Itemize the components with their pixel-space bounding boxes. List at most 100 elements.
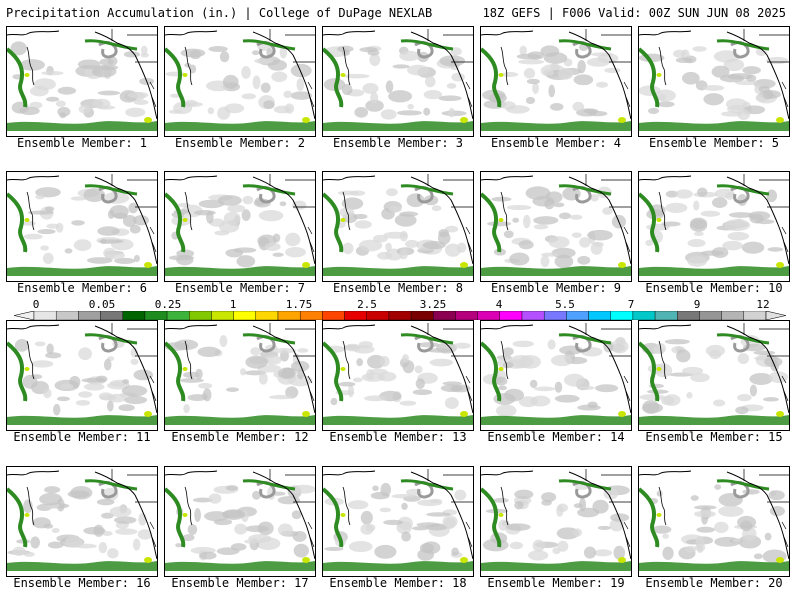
map-panel	[322, 171, 474, 282]
colorbar-segment	[55, 311, 79, 320]
precipitation-map	[323, 29, 473, 131]
colorbar-segment	[299, 311, 323, 320]
colorbar-segment	[699, 311, 722, 320]
precipitation-map	[165, 29, 315, 131]
colorbar-segment	[166, 311, 190, 320]
colorbar-segment	[410, 311, 434, 320]
precipitation-map	[165, 323, 315, 425]
ensemble-member-label: Ensemble Member: 9	[490, 281, 622, 295]
map-panel	[322, 26, 474, 137]
colorbar-high-arrow	[765, 311, 786, 320]
map-panel	[164, 320, 316, 431]
ensemble-member-label: Ensemble Member: 19	[487, 576, 625, 590]
precipitation-map	[481, 29, 631, 131]
map-panel	[164, 26, 316, 137]
ensemble-member-label: Ensemble Member: 11	[13, 430, 151, 444]
map-panel	[480, 26, 632, 137]
colorbar-tick-label: 0	[32, 298, 40, 311]
precipitation-map	[7, 469, 157, 571]
precipitation-map	[639, 29, 789, 131]
colorbar-segment	[588, 311, 611, 320]
colorbar-segment	[122, 311, 146, 320]
colorbar-segment	[433, 311, 456, 320]
map-panel	[6, 171, 158, 282]
ensemble-member-label: Ensemble Member: 5	[648, 136, 780, 150]
colorbar-segment	[189, 311, 212, 320]
colorbar-segment	[654, 311, 678, 320]
map-panel	[638, 171, 790, 282]
map-panel	[480, 320, 632, 431]
precipitation-map	[639, 469, 789, 571]
ensemble-member-label: Ensemble Member: 8	[332, 281, 464, 295]
ensemble-member-label: Ensemble Member: 14	[487, 430, 625, 444]
colorbar-segment	[455, 311, 478, 320]
precipitation-map	[323, 323, 473, 425]
precipitation-map	[323, 174, 473, 276]
colorbar-segment	[33, 311, 57, 320]
precipitation-map	[481, 174, 631, 276]
map-panel	[480, 171, 632, 282]
ensemble-member-label: Ensemble Member: 1	[16, 136, 148, 150]
ensemble-member-label: Ensemble Member: 12	[171, 430, 309, 444]
colorbar-segment	[677, 311, 700, 320]
colorbar-tick-label: 12	[756, 298, 770, 311]
colorbar-segment	[100, 311, 123, 320]
colorbar-segment	[366, 311, 390, 320]
colorbar-low-arrow	[14, 311, 35, 320]
ensemble-member-label: Ensemble Member: 18	[329, 576, 467, 590]
precipitation-map	[7, 174, 157, 276]
ensemble-member-label: Ensemble Member: 15	[645, 430, 783, 444]
colorbar-tick-label: 0.05	[88, 298, 116, 311]
colorbar-segment	[543, 311, 567, 320]
ensemble-member-label: Ensemble Member: 4	[490, 136, 622, 150]
ensemble-member-label: Ensemble Member: 10	[645, 281, 783, 295]
precipitation-map	[323, 469, 473, 571]
colorbar-tick-label: 2.5	[357, 298, 377, 311]
ensemble-member-label: Ensemble Member: 7	[174, 281, 306, 295]
map-panel	[638, 320, 790, 431]
map-panel	[164, 466, 316, 577]
colorbar-segment	[388, 311, 412, 320]
colorbar-segment	[477, 311, 501, 320]
map-panel	[6, 466, 158, 577]
precipitation-map	[639, 323, 789, 425]
colorbar-segment	[322, 311, 345, 320]
colorbar-tick-label: 9	[693, 298, 701, 311]
precipitation-map	[481, 469, 631, 571]
precipitation-map	[165, 469, 315, 571]
run-info: 18Z GEFS | F006 Valid: 00Z SUN JUN 08 20…	[482, 6, 786, 20]
colorbar-tick-label: 1.75	[285, 298, 313, 311]
ensemble-member-label: Ensemble Member: 6	[16, 281, 148, 295]
colorbar-tick-label: 4	[495, 298, 503, 311]
colorbar-segment	[743, 311, 767, 320]
map-panel	[638, 466, 790, 577]
ensemble-member-label: Ensemble Member: 20	[645, 576, 783, 590]
ensemble-member-label: Ensemble Member: 13	[329, 430, 467, 444]
colorbar-segment	[521, 311, 545, 320]
map-panel	[480, 466, 632, 577]
colorbar-tick-label: 5.5	[555, 298, 575, 311]
colorbar-segment	[499, 311, 523, 320]
colorbar-segment	[255, 311, 279, 320]
colorbar-segment	[233, 311, 257, 320]
colorbar-segment	[610, 311, 634, 320]
ensemble-member-label: Ensemble Member: 17	[171, 576, 309, 590]
colorbar-segment	[277, 311, 301, 320]
map-panel	[322, 320, 474, 431]
precipitation-map	[639, 174, 789, 276]
colorbar-tick-label: 3.25	[419, 298, 447, 311]
map-panel	[638, 26, 790, 137]
colorbar-tick-label: 7	[627, 298, 635, 311]
precipitation-map	[165, 174, 315, 276]
colorbar-segment	[566, 311, 589, 320]
chart-title: Precipitation Accumulation (in.) | Colle…	[6, 6, 433, 20]
map-panel	[6, 320, 158, 431]
precipitation-map	[7, 323, 157, 425]
colorbar-segment	[78, 311, 101, 320]
ensemble-member-label: Ensemble Member: 16	[13, 576, 151, 590]
colorbar-segment	[344, 311, 367, 320]
colorbar-segment	[211, 311, 234, 320]
colorbar-segment	[632, 311, 656, 320]
map-panel	[322, 466, 474, 577]
precipitation-colorbar	[14, 311, 786, 320]
